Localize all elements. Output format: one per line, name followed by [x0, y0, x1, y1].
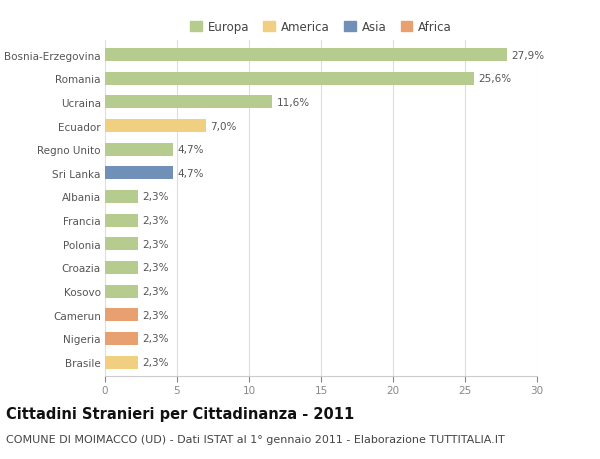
Text: 2,3%: 2,3%	[142, 263, 169, 273]
Bar	[105, 285, 138, 298]
Bar	[105, 167, 173, 180]
Text: 2,3%: 2,3%	[142, 216, 169, 226]
Bar	[105, 238, 138, 251]
Bar	[105, 49, 507, 62]
Text: 2,3%: 2,3%	[142, 334, 169, 344]
Bar	[105, 308, 138, 321]
Bar	[105, 96, 272, 109]
Text: 2,3%: 2,3%	[142, 357, 169, 367]
Bar	[105, 356, 138, 369]
Text: 2,3%: 2,3%	[142, 310, 169, 320]
Bar	[105, 190, 138, 203]
Text: 11,6%: 11,6%	[277, 98, 310, 108]
Text: 2,3%: 2,3%	[142, 286, 169, 297]
Text: 2,3%: 2,3%	[142, 239, 169, 249]
Bar	[105, 120, 206, 133]
Legend: Europa, America, Asia, Africa: Europa, America, Asia, Africa	[188, 19, 454, 36]
Bar	[105, 73, 473, 85]
Bar	[105, 261, 138, 274]
Text: 25,6%: 25,6%	[478, 74, 511, 84]
Text: COMUNE DI MOIMACCO (UD) - Dati ISTAT al 1° gennaio 2011 - Elaborazione TUTTITALI: COMUNE DI MOIMACCO (UD) - Dati ISTAT al …	[6, 434, 505, 444]
Bar	[105, 143, 173, 157]
Text: 27,9%: 27,9%	[511, 50, 544, 61]
Bar	[105, 214, 138, 227]
Text: 4,7%: 4,7%	[177, 145, 203, 155]
Bar	[105, 332, 138, 345]
Text: Cittadini Stranieri per Cittadinanza - 2011: Cittadini Stranieri per Cittadinanza - 2…	[6, 406, 354, 421]
Text: 4,7%: 4,7%	[177, 168, 203, 179]
Text: 2,3%: 2,3%	[142, 192, 169, 202]
Text: 7,0%: 7,0%	[210, 121, 236, 131]
